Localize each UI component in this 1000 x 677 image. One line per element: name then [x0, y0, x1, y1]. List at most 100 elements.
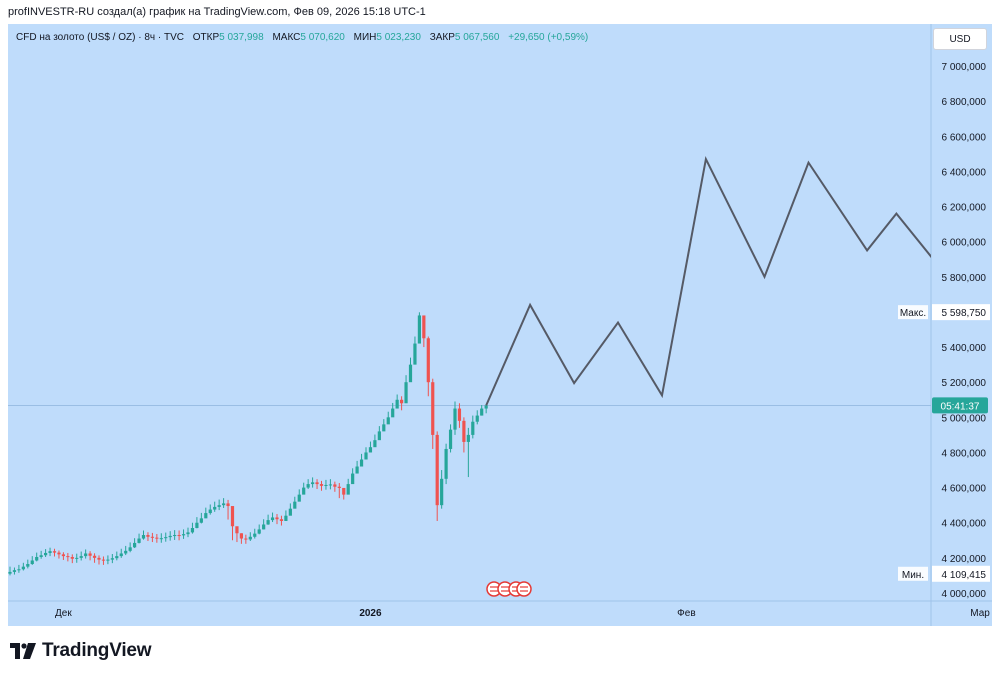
price-tick-label: 6 400,000 — [942, 167, 987, 178]
legend-change: +29,650 (+0,59%) — [508, 32, 589, 43]
candle-body — [66, 556, 70, 558]
candle-body — [217, 505, 221, 507]
candle-body — [21, 566, 25, 570]
candle-body — [342, 487, 346, 495]
candle-body — [315, 482, 319, 485]
candle-body — [368, 447, 373, 453]
candle-body — [262, 524, 266, 530]
candle-body — [355, 466, 359, 474]
candle-body — [253, 533, 257, 537]
candle-body — [431, 382, 435, 435]
price-tick-label: 6 000,000 — [942, 238, 987, 249]
low-marker-value-bg — [932, 565, 990, 582]
chart-area[interactable] — [8, 24, 992, 626]
candle-body — [173, 535, 177, 537]
candle-body — [324, 484, 328, 486]
low-marker-tag — [898, 566, 928, 581]
candle-body — [453, 408, 457, 430]
candle-body — [404, 382, 408, 404]
candle-body — [373, 440, 377, 448]
candle-body — [337, 486, 341, 488]
candle-body — [124, 550, 128, 554]
candle-body — [364, 452, 368, 460]
candle-body — [88, 553, 92, 556]
candle-body — [84, 553, 88, 557]
candle-body — [279, 519, 284, 521]
price-tick-label: 4 400,000 — [942, 519, 987, 530]
projection-line — [485, 155, 931, 406]
candle-body — [351, 473, 355, 485]
time-tick-label: Мар — [970, 608, 990, 619]
candle-body — [222, 503, 226, 506]
legend-low-value: 5 023,230 — [376, 32, 421, 43]
candle-body — [293, 501, 297, 509]
candle-body — [435, 434, 439, 506]
legend-open-label: ОТКР — [192, 32, 220, 43]
candle-body — [457, 408, 462, 421]
price-tick-label: 5 000,000 — [942, 413, 987, 424]
candle-body — [190, 528, 195, 533]
candle-body — [92, 555, 97, 558]
candle-body — [475, 415, 479, 422]
candle-body — [471, 421, 475, 435]
candle-body — [195, 522, 199, 529]
price-tick-label: 5 800,000 — [942, 273, 987, 284]
candle-body — [377, 431, 381, 441]
candle-body — [186, 532, 190, 535]
candle-body — [288, 508, 292, 516]
candle-body — [391, 408, 395, 418]
candle-body — [328, 484, 332, 486]
countdown-label: 05:41:37 — [941, 401, 980, 412]
candle-body — [26, 564, 30, 567]
candle-body — [17, 569, 21, 571]
time-tick-label: 2026 — [359, 608, 382, 619]
candle-body — [346, 484, 350, 495]
candle-body — [480, 408, 484, 416]
legend-close-label: ЗАКР — [429, 32, 455, 43]
candle-body — [101, 559, 106, 561]
time-tick-label: Дек — [55, 608, 72, 619]
legend-high-label: МАКС — [272, 32, 301, 43]
candle-body — [44, 552, 48, 556]
currency-button[interactable]: USD — [933, 28, 987, 50]
candle-body — [426, 338, 430, 383]
candle-body — [422, 315, 426, 339]
candle-body — [230, 506, 235, 527]
candle-body — [239, 533, 243, 539]
price-tick-label: 6 600,000 — [942, 132, 987, 143]
candle-body — [444, 448, 448, 479]
candle-body — [333, 484, 337, 487]
candle-body — [119, 553, 123, 557]
candle-body — [52, 551, 57, 553]
candle-body — [70, 556, 74, 559]
candle-body — [57, 552, 61, 555]
legend-low-label: МИН — [353, 32, 377, 43]
candle-body — [35, 556, 39, 561]
chart-caption: profINVESTR-RU создал(а) график на Tradi… — [8, 6, 426, 18]
candle-body — [266, 520, 270, 525]
candle-body — [164, 537, 168, 539]
low-marker-label: Мин. — [902, 570, 924, 581]
candle-body — [440, 478, 444, 506]
candle-body — [97, 557, 101, 560]
candle-body — [141, 535, 146, 539]
price-tick-label: 6 800,000 — [942, 97, 987, 108]
candle-body — [12, 570, 17, 572]
candle-body — [213, 506, 217, 510]
high-marker-tag — [898, 305, 928, 320]
price-tick-label: 7 000,000 — [942, 62, 987, 73]
candle-body — [208, 509, 212, 514]
candle-body — [61, 554, 65, 557]
high-marker-label: Макс. — [900, 308, 926, 319]
candle-body — [466, 434, 470, 442]
event-flag-icon[interactable] — [516, 581, 532, 597]
tradingview-logo[interactable]: TradingView — [10, 640, 152, 662]
candle-body — [413, 343, 417, 365]
candle-body — [159, 538, 163, 540]
candle-body — [319, 484, 324, 486]
legend-open-value: 5 037,998 — [219, 32, 264, 43]
candle-body — [395, 399, 399, 409]
candle-body — [168, 535, 172, 538]
symbol-legend: CFD на золото (US$ / OZ) · 8ч · TVC ОТКР… — [16, 32, 588, 43]
candle-body — [408, 364, 413, 383]
